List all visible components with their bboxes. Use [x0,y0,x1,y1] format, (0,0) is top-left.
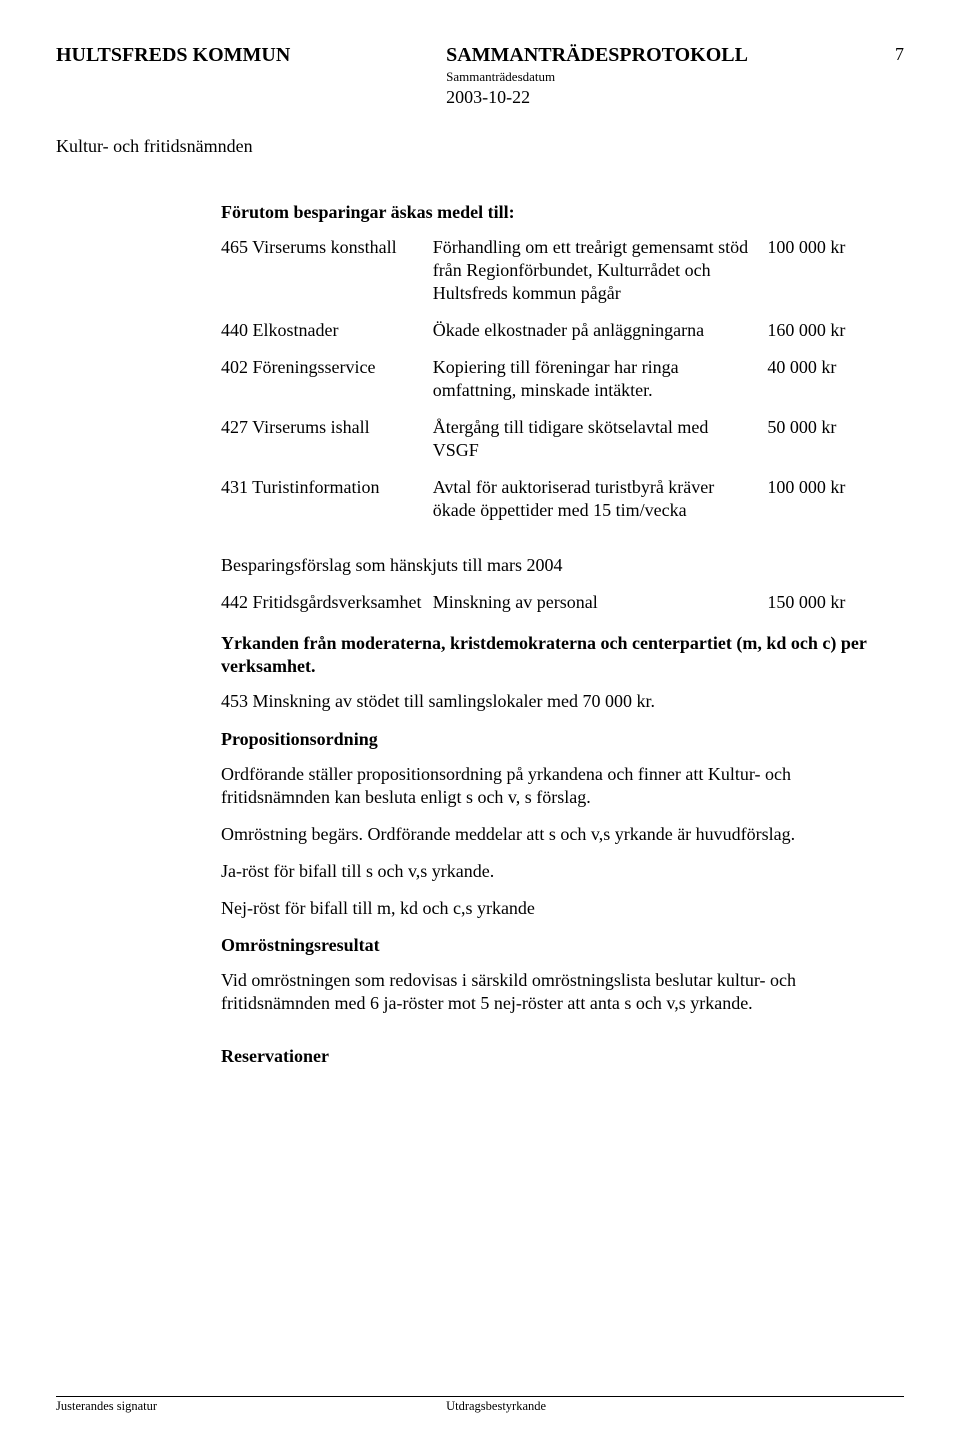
page: HULTSFREDS KOMMUN SAMMANTRÄDESPROTOKOLL … [0,0,960,1434]
page-header: HULTSFREDS KOMMUN SAMMANTRÄDESPROTOKOLL … [56,44,904,108]
committee-name: Kultur- och fritidsnämnden [56,136,904,157]
alloc-item: 427 Virserums ishall [221,416,433,476]
alloc-item: 442 Fritidsgårdsverksamhet [221,591,433,628]
header-left: HULTSFREDS KOMMUN [56,44,446,67]
table-row: 402 Föreningsservice Kopiering till före… [221,356,904,416]
ja-rost: Ja-röst för bifall till s och v,s yrkand… [221,860,904,883]
alloc-desc: Kopiering till föreningar har ringa omfa… [433,356,768,416]
header-right-main: SAMMANTRÄDESPROTOKOLL Sammanträdesdatum … [446,44,748,108]
alloc-amount: 100 000 kr [767,236,904,319]
omrostning-begars: Omröstning begärs. Ordförande meddelar a… [221,823,904,846]
section2-sub: Besparingsförslag som hänskjuts till mar… [221,554,904,577]
alloc-amount: 50 000 kr [767,416,904,476]
alloc-desc: Förhandling om ett treårigt gemensamt st… [433,236,768,319]
alloc-desc: Avtal för auktoriserad turistbyrå kräver… [433,476,768,536]
org-name: HULTSFREDS KOMMUN [56,44,446,67]
alloc-item: 402 Föreningsservice [221,356,433,416]
footer-right: Utdragsbestyrkande [446,1399,904,1414]
footer-left: Justerandes signatur [56,1399,446,1414]
page-number: 7 [875,44,904,65]
doc-title: SAMMANTRÄDESPROTOKOLL [446,44,748,67]
nej-rost: Nej-röst för bifall till m, kd och c,s y… [221,897,904,920]
table-row: 440 Elkostnader Ökade elkostnader på anl… [221,319,904,356]
alloc-desc: Minskning av personal [433,591,768,628]
allocations-table-1: 465 Virserums konsthall Förhandling om e… [221,236,904,536]
alloc-item: 431 Turistinformation [221,476,433,536]
meeting-date: 2003-10-22 [446,87,748,108]
omrostningsresultat-body: Vid omröstningen som redovisas i särskil… [221,969,904,1015]
alloc-item: 465 Virserums konsthall [221,236,433,319]
alloc-amount: 100 000 kr [767,476,904,536]
omrostningsresultat-heading: Omröstningsresultat [221,934,904,957]
page-footer: Justerandes signatur Utdragsbestyrkande [56,1396,904,1414]
header-right: SAMMANTRÄDESPROTOKOLL Sammanträdesdatum … [446,44,904,108]
date-label: Sammanträdesdatum [446,69,748,85]
table-row: 465 Virserums konsthall Förhandling om e… [221,236,904,319]
para-453: 453 Minskning av stödet till samlingslok… [221,690,904,713]
propositionsordning-body: Ordförande ställer propositionsordning p… [221,763,904,809]
alloc-item: 440 Elkostnader [221,319,433,356]
reservationer-heading: Reservationer [221,1045,904,1068]
section1-heading: Förutom besparingar äskas medel till: [221,201,904,224]
alloc-desc: Ökade elkostnader på anläggningarna [433,319,768,356]
alloc-amount: 40 000 kr [767,356,904,416]
yrkanden-heading: Yrkanden från moderaterna, kristdemokrat… [221,632,904,678]
content: Förutom besparingar äskas medel till: 46… [221,201,904,1068]
alloc-desc: Återgång till tidigare skötselavtal med … [433,416,768,476]
alloc-amount: 150 000 kr [767,591,904,628]
table-row: 427 Virserums ishall Återgång till tidig… [221,416,904,476]
allocations-table-2: 442 Fritidsgårdsverksamhet Minskning av … [221,591,904,628]
table-row: 431 Turistinformation Avtal för auktoris… [221,476,904,536]
propositionsordning-heading: Propositionsordning [221,728,904,751]
table-row: 442 Fritidsgårdsverksamhet Minskning av … [221,591,904,628]
alloc-amount: 160 000 kr [767,319,904,356]
